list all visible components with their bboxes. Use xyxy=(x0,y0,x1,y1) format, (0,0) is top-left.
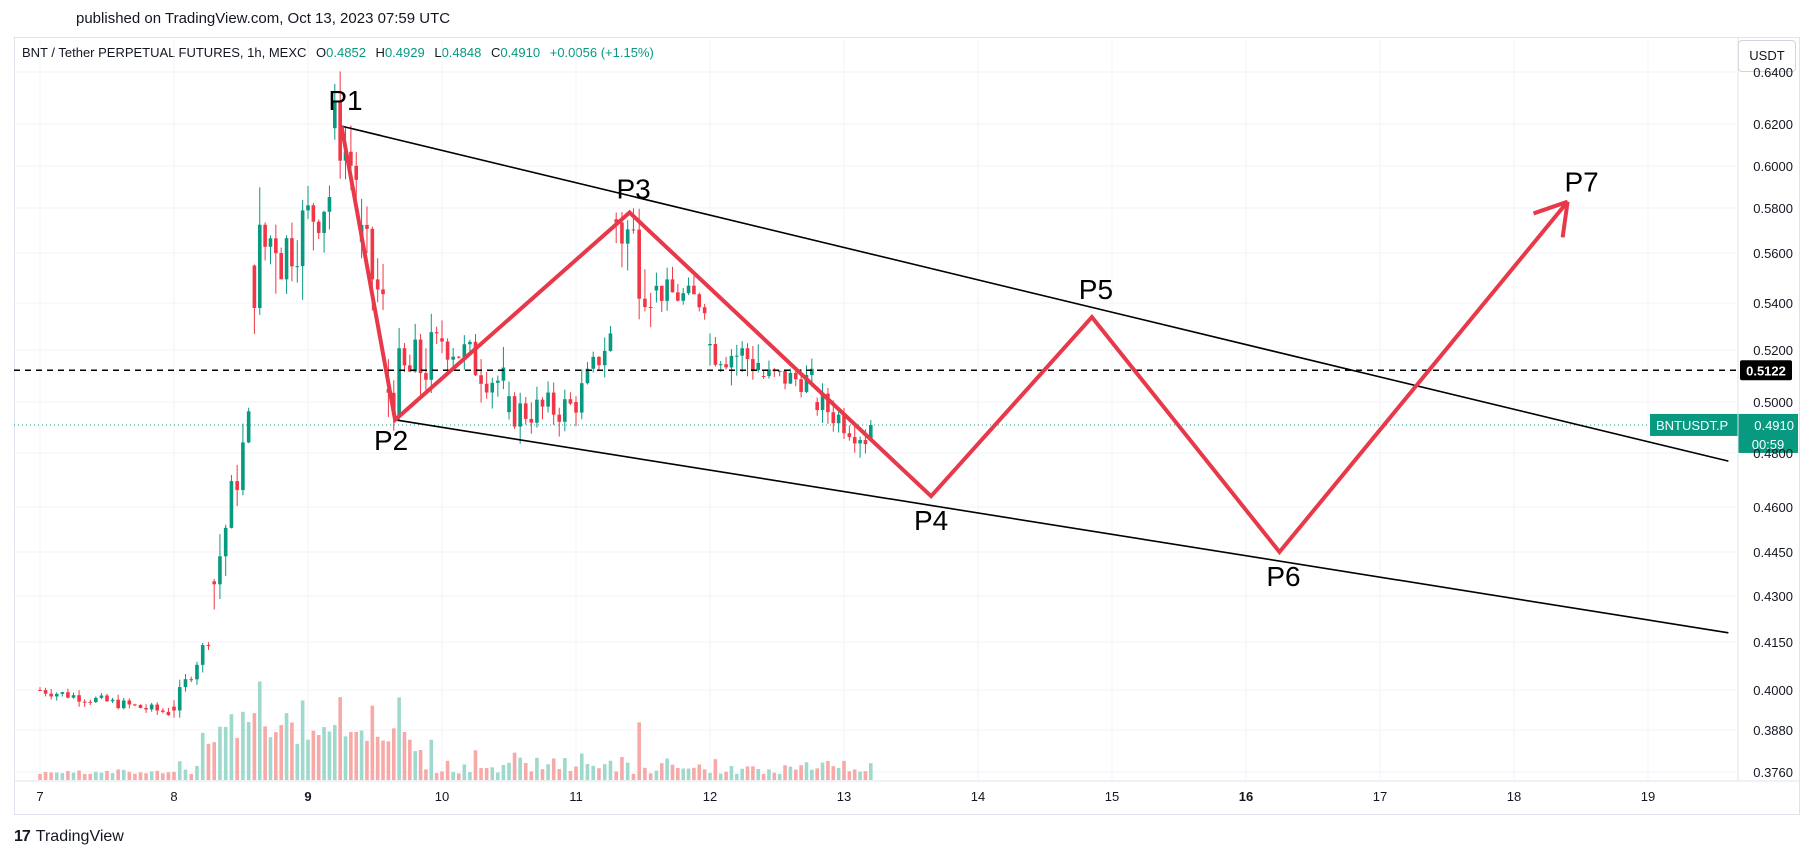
close-label: C xyxy=(490,45,501,60)
change-value: +0.0056 (+1.15%) xyxy=(549,45,654,60)
symbol-title: BNT / Tether PERPETUAL FUTURES, 1h, MEXC xyxy=(22,45,307,60)
open-label: O xyxy=(316,45,327,60)
ohlc-legend: BNT / Tether PERPETUAL FUTURES, 1h, MEXC… xyxy=(22,45,654,60)
tradingview-logo-icon: 17 xyxy=(14,828,31,845)
high-label: H xyxy=(375,45,385,60)
low-value: 0.4848 xyxy=(441,45,482,60)
open-value: 0.4852 xyxy=(326,45,366,60)
chart-frame[interactable] xyxy=(14,37,1800,815)
brand-name: TradingView xyxy=(35,828,124,845)
published-caption: published on TradingView.com, Oct 13, 20… xyxy=(76,10,451,27)
footer-brand: 17 TradingView xyxy=(14,828,124,846)
high-value: 0.4929 xyxy=(384,45,425,60)
currency-button[interactable]: USDT xyxy=(1738,40,1796,72)
close-value: 0.4910 xyxy=(500,45,541,60)
low-label: L xyxy=(434,45,442,60)
